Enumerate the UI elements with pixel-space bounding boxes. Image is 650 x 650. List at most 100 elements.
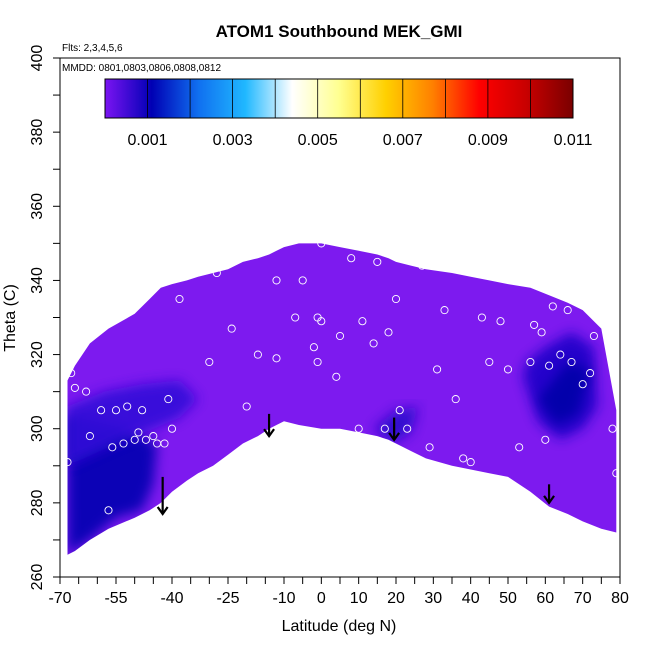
sample-point [242, 402, 251, 411]
sample-point [515, 443, 524, 452]
sample-point [182, 268, 191, 278]
sample-point [586, 369, 595, 378]
arrow-head [263, 428, 275, 439]
arrow-head [156, 506, 169, 516]
sample-point [164, 395, 173, 404]
theta-field [67, 243, 617, 555]
sample-point [425, 443, 434, 452]
sample-points [63, 235, 621, 515]
flights-note: Flts: 2,3,4,5,6 [62, 43, 123, 54]
sample-point [556, 350, 565, 359]
sample-point [235, 450, 244, 459]
arrow-head [543, 495, 555, 505]
sample-point [496, 317, 505, 326]
sample-point [63, 458, 72, 467]
y-tick-label: 300 [29, 415, 46, 442]
colorbar-tick-label: 0.001 [127, 132, 167, 149]
sample-point [97, 406, 106, 415]
x-tick-label: 30 [424, 590, 442, 607]
sample-point [138, 406, 147, 415]
sample-point [503, 365, 513, 374]
x-axis: -70 -55 -40 -25 -10 0 10 20 30 40 50 60 70 80 [48, 577, 629, 607]
sample-point [358, 317, 367, 326]
colorbar-tick-label: 0.005 [298, 132, 338, 149]
colorbar: 0.001 0.003 0.005 0.007 0.009 0.011 [104, 78, 593, 149]
sample-point [134, 428, 143, 437]
direction-arrow [263, 413, 275, 439]
sample-point [205, 357, 214, 367]
x-tick-label: 20 [387, 590, 405, 607]
x-tick-label: 10 [350, 590, 368, 607]
field-area [67, 243, 617, 555]
sample-point [608, 424, 617, 433]
sample-point [253, 350, 262, 359]
sample-point [567, 357, 576, 367]
sample-point [82, 387, 91, 396]
sample-point [332, 372, 341, 381]
y-axis: 260 280 300 320 340 360 380 400 [29, 45, 60, 591]
sample-point [309, 343, 318, 352]
y-tick-label: 400 [29, 45, 46, 72]
sample-point [272, 276, 281, 285]
sample-point [589, 331, 598, 341]
x-tick-label: -55 [104, 590, 127, 607]
sample-point [130, 435, 139, 444]
sample-point [335, 331, 345, 341]
sample-point [212, 268, 221, 278]
colorbar-tick-label: 0.007 [383, 132, 423, 149]
sample-point [354, 424, 363, 433]
direction-arrows [156, 413, 555, 516]
y-tick-label: 320 [29, 341, 46, 368]
sample-point [111, 406, 121, 415]
x-tick-label: -10 [272, 590, 295, 607]
sample-point [347, 254, 356, 263]
sample-point [317, 317, 326, 326]
sample-point [541, 435, 550, 444]
colorbar-tick-label: 0.003 [213, 132, 253, 149]
sample-point [149, 432, 158, 441]
x-tick-label: -70 [48, 590, 71, 607]
sample-point [67, 369, 76, 378]
sample-point [395, 406, 404, 415]
sample-point [197, 476, 206, 485]
colorbar-tick-label: 0.009 [468, 132, 508, 149]
colorbar-bar [104, 78, 574, 119]
sample-point [175, 294, 184, 304]
sample-point [362, 235, 371, 244]
sample-point [317, 239, 326, 248]
arrow-head [388, 432, 401, 442]
sample-point [526, 357, 535, 367]
y-tick-label: 340 [29, 267, 46, 294]
direction-arrow [543, 484, 555, 505]
sample-point [272, 354, 281, 363]
sample-point [291, 313, 300, 322]
y-axis-label: Theta (C) [2, 284, 19, 352]
x-tick-label: 60 [536, 590, 554, 607]
sample-point [537, 328, 546, 337]
sample-point [403, 424, 412, 433]
sample-point [477, 313, 486, 322]
y-tick-label: 280 [29, 489, 46, 516]
x-tick-label: -40 [160, 590, 183, 607]
sample-point [451, 395, 460, 404]
sample-point [313, 357, 322, 367]
direction-arrow [388, 417, 401, 442]
sample-point [119, 439, 128, 448]
sample-point [108, 443, 117, 452]
sample-point [530, 320, 539, 329]
y-tick-label: 360 [29, 193, 46, 220]
sample-point [70, 383, 79, 392]
y-tick-label: 260 [29, 564, 46, 591]
sample-point [123, 402, 132, 411]
sample-point [85, 432, 94, 441]
dates-note: MMDD: 0801,0803,0806,0808,0812 [62, 63, 221, 74]
y-tick-label: 380 [29, 119, 46, 146]
low-value-zone [373, 406, 419, 444]
sample-point [418, 261, 427, 270]
sample-point [466, 458, 475, 467]
sample-point [373, 257, 382, 266]
sample-point [440, 306, 449, 315]
sample-point [485, 357, 494, 367]
x-tick-label: 40 [462, 590, 480, 607]
